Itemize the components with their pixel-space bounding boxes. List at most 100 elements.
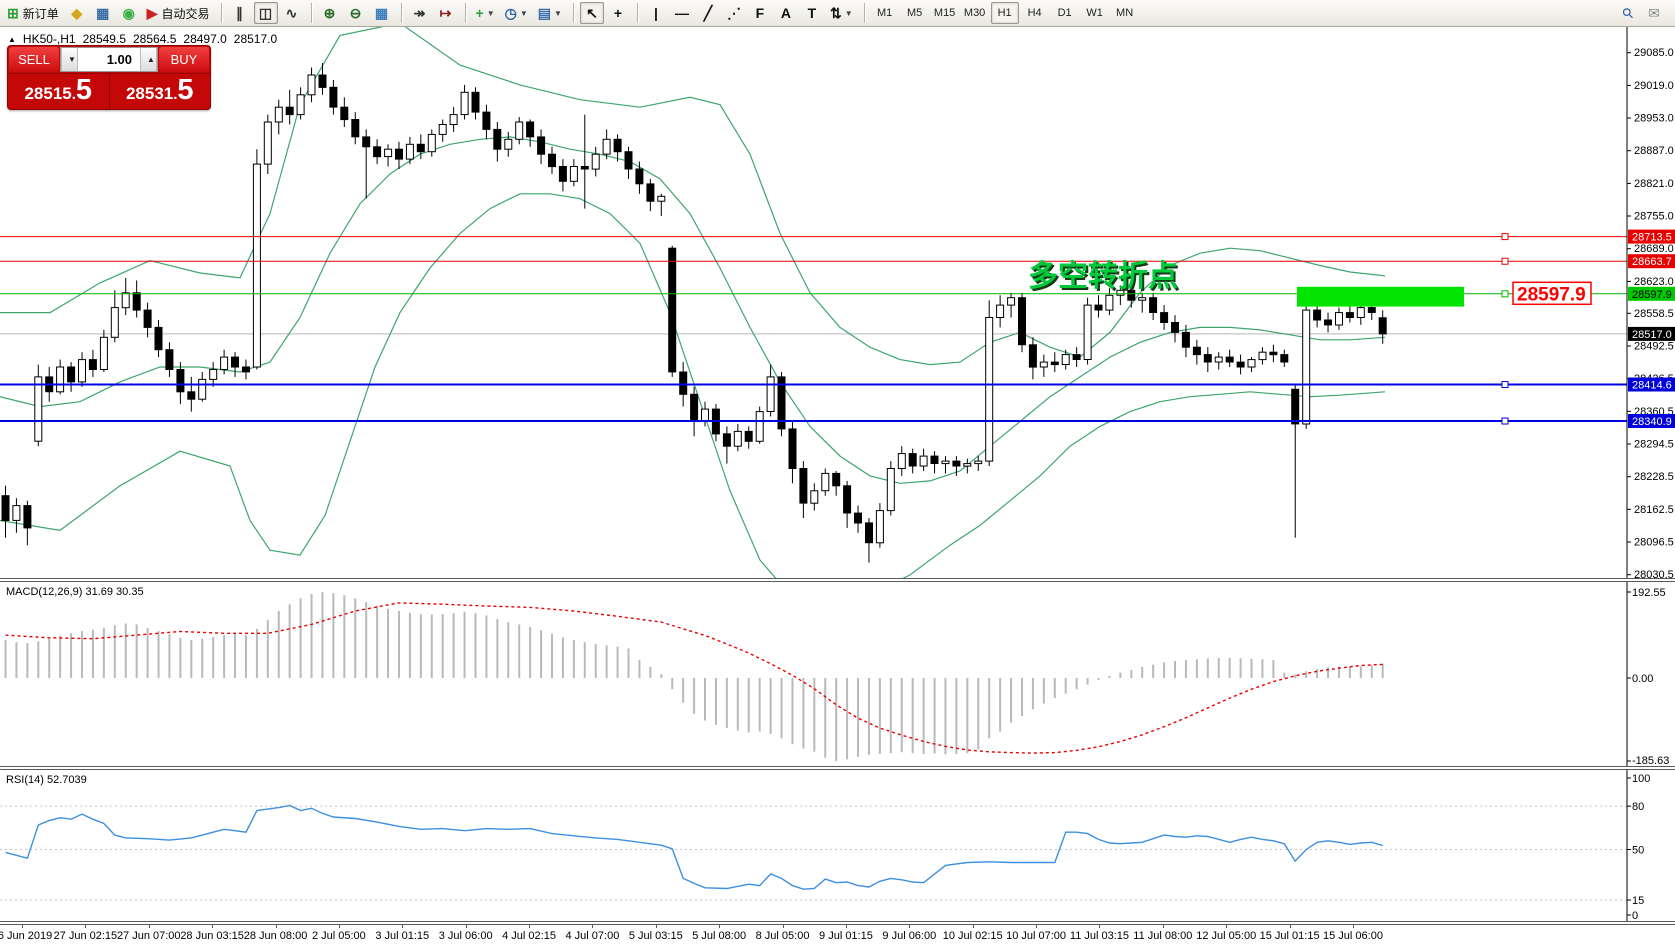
new-order-icon[interactable]: ⊞ 新订单 — [7, 4, 59, 21]
timeframe-m1[interactable]: M1 — [876, 7, 893, 19]
time-label: 11 Jul 08:00 — [1133, 930, 1193, 942]
chat-icon[interactable]: ✉ — [1648, 4, 1660, 21]
time-label: 11 Jul 03:15 — [1069, 930, 1130, 942]
trendline-icon[interactable]: ╱ — [703, 4, 713, 21]
svg-text:28096.5: 28096.5 — [1634, 537, 1674, 549]
svg-text:28030.5: 28030.5 — [1634, 569, 1674, 578]
svg-text:多空转折点: 多空转折点 — [1030, 262, 1180, 295]
svg-text:28689.0: 28689.0 — [1634, 243, 1674, 255]
vertical-line-icon[interactable]: | — [653, 5, 658, 21]
time-label: 15 Jul 01:15 — [1259, 930, 1320, 942]
timeframe-toolbar: M1 M5 M15 M30 H1 H4 D1 W1 MN — [870, 2, 1140, 24]
time-label: 9 Jul 06:00 — [882, 930, 937, 942]
svg-text:28821.0: 28821.0 — [1634, 178, 1674, 190]
candlestick-chart-icon[interactable]: ◫ — [253, 2, 278, 24]
timeframe-h1[interactable]: H1 — [990, 2, 1019, 24]
time-label: 26 Jun 2019 — [0, 930, 53, 942]
channel-icon[interactable]: ⋰ — [726, 4, 741, 21]
crosshair-icon[interactable]: + — [613, 5, 623, 21]
chart-ohlc-header: ▲ HK50-,H1 28549.5 28564.5 28497.0 28517… — [8, 32, 277, 46]
arrows-icon[interactable]: ⇅ ▼ — [829, 4, 853, 21]
svg-text:多空转折点: 多空转折点 — [1028, 260, 1178, 293]
time-label: 4 Jul 02:15 — [502, 930, 556, 942]
time-label: 8 Jul 05:00 — [755, 930, 810, 942]
volume-stepper: ▼ 1.00 ▲ — [60, 47, 158, 72]
svg-text:28887.0: 28887.0 — [1634, 145, 1674, 157]
timeframe-h4[interactable]: H4 — [1027, 7, 1042, 19]
price-chart-panel[interactable]: 多空转折点多空转折点29085.029019.028953.028887.028… — [0, 27, 1675, 578]
svg-text:28294.5: 28294.5 — [1634, 439, 1674, 451]
sell-button[interactable]: SELL — [9, 47, 59, 72]
time-label: 28 Jun 03:15 — [180, 930, 244, 942]
profile-icon[interactable]: ◆ — [71, 4, 83, 21]
timeframe-m5[interactable]: M5 — [906, 7, 923, 19]
fibonacci-icon[interactable]: F — [755, 5, 765, 21]
buy-price[interactable]: 28531. 5 — [125, 74, 194, 106]
svg-text:28663.7: 28663.7 — [1632, 256, 1672, 268]
panel-divider[interactable] — [0, 578, 1675, 582]
toolbar-buttons: ⊞ 新订单 ◆ ▦ ◉ ▶ 自动交易 ∥ ◫ ∿ ⊕ ⊖ ▦ ↠ ↦ + ▼ ◷ ▼ ▤ ▼ ↖ + | — ╱ ⋰ F A T ⇅ ▼ — [2, 2, 870, 24]
auto-scroll-icon[interactable]: ↠ — [413, 4, 426, 21]
timeframe-m30[interactable]: M30 — [963, 7, 986, 19]
bar-chart-icon[interactable]: ∥ — [236, 4, 244, 21]
data-window-icon[interactable]: ◉ — [122, 4, 135, 21]
zoom-in-icon[interactable]: ⊕ — [323, 4, 336, 21]
time-label: 3 Jul 06:00 — [438, 930, 493, 942]
svg-text:28340.9: 28340.9 — [1632, 416, 1672, 428]
svg-text:28414.6: 28414.6 — [1632, 380, 1672, 392]
text-label-icon[interactable]: T — [807, 5, 817, 21]
symbol-period-label: HK50-,H1 — [22, 32, 76, 46]
timeframe-m15[interactable]: M15 — [933, 7, 956, 19]
panel-divider[interactable] — [0, 766, 1675, 770]
svg-text:50: 50 — [1632, 845, 1644, 857]
time-label: 10 Jul 02:15 — [942, 930, 1003, 942]
svg-text:28953.0: 28953.0 — [1634, 113, 1674, 125]
time-label: 3 Jul 01:15 — [375, 930, 430, 942]
search-icon[interactable]: ⚲ — [1618, 3, 1637, 22]
horizontal-line-icon[interactable]: — — [674, 5, 689, 21]
line-chart-icon[interactable]: ∿ — [285, 4, 298, 21]
svg-text:80: 80 — [1632, 801, 1644, 813]
svg-text:28558.5: 28558.5 — [1634, 308, 1674, 320]
svg-text:0: 0 — [1632, 910, 1638, 921]
svg-text:192.55: 192.55 — [1632, 587, 1666, 599]
rsi-indicator-panel[interactable]: 100 80 50 15 0 RSI(14) 52.7039 — [0, 770, 1675, 921]
close-value: 28517.0 — [233, 32, 278, 46]
timeframe-d1[interactable]: D1 — [1057, 7, 1072, 19]
svg-text:-185.63: -185.63 — [1632, 755, 1669, 766]
tile-windows-icon[interactable]: ▦ — [374, 4, 389, 21]
svg-text:15: 15 — [1632, 895, 1644, 907]
svg-text:28492.5: 28492.5 — [1634, 341, 1674, 353]
time-label: 9 Jul 01:15 — [819, 930, 873, 942]
periods-icon[interactable]: ◷ ▼ — [504, 4, 528, 21]
buy-button[interactable]: BUY — [159, 47, 209, 72]
timeframe-mn[interactable]: MN — [1116, 7, 1134, 19]
time-label: 15 Jul 06:00 — [1323, 930, 1383, 942]
zoom-out-icon[interactable]: ⊖ — [349, 4, 362, 21]
svg-text:28713.5: 28713.5 — [1632, 232, 1672, 244]
timeframe-w1[interactable]: W1 — [1086, 7, 1103, 19]
svg-text:RSI(14) 52.7039: RSI(14) 52.7039 — [6, 774, 87, 786]
chart-shift-icon[interactable]: ↦ — [439, 4, 452, 21]
indicators-icon[interactable]: + ▼ — [475, 5, 495, 21]
collapse-icon[interactable]: ▲ — [8, 34, 16, 44]
svg-text:29019.0: 29019.0 — [1634, 80, 1674, 92]
macd-indicator-panel[interactable]: 192.55 0.00 -185.63 MACD(12,26,9) 31.69 30.… — [0, 582, 1675, 766]
autotrading-icon[interactable]: ▶ 自动交易 — [146, 4, 210, 21]
cursor-icon[interactable]: ↖ — [579, 2, 604, 24]
time-label: 28 Jun 08:00 — [243, 930, 308, 942]
sell-price[interactable]: 28515. 5 — [8, 74, 110, 109]
time-label: 4 Jul 07:00 — [565, 930, 620, 942]
volume-value[interactable]: 1.00 — [106, 52, 132, 67]
volume-decrease-button[interactable]: ▼ — [61, 48, 78, 71]
market-watch-icon[interactable]: ▦ — [96, 4, 110, 21]
svg-text:100: 100 — [1632, 773, 1650, 785]
time-label: 5 Jul 03:15 — [628, 930, 683, 942]
text-icon[interactable]: A — [780, 5, 792, 21]
templates-icon[interactable]: ▤ ▼ — [537, 4, 562, 21]
svg-text:MACD(12,26,9) 31.69 30.35: MACD(12,26,9) 31.69 30.35 — [6, 586, 144, 598]
volume-increase-button[interactable]: ▲ — [140, 48, 157, 71]
time-label: 10 Jul 07:00 — [1006, 930, 1067, 942]
